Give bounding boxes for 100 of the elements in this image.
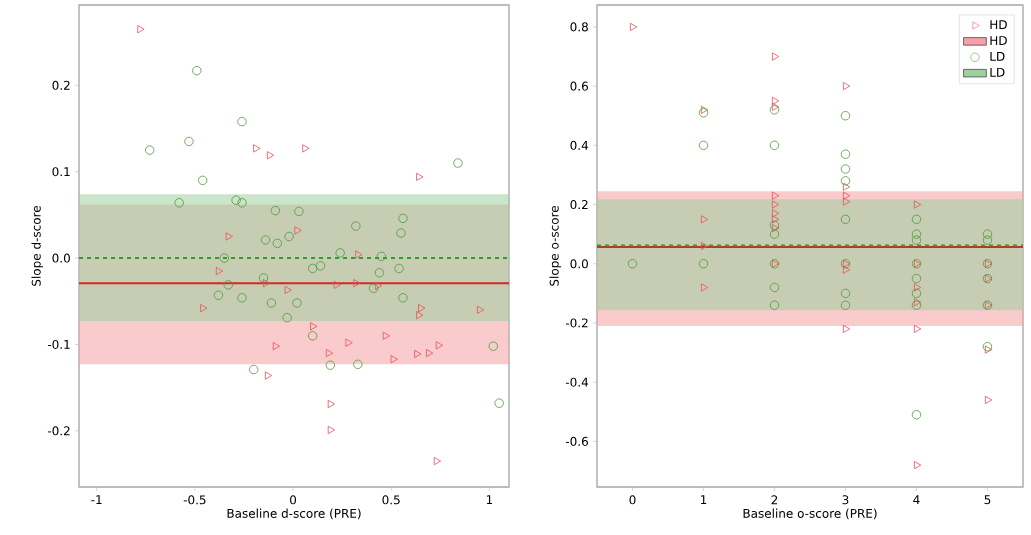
point — [137, 25, 145, 34]
point — [840, 214, 851, 225]
point — [335, 248, 345, 258]
point — [771, 200, 780, 209]
point — [433, 456, 442, 466]
point — [345, 338, 353, 347]
y-tick-label: -0.2 — [565, 318, 588, 328]
y-axis-title: Slope d-score — [31, 205, 44, 286]
point — [333, 280, 341, 289]
point — [842, 265, 851, 274]
point — [266, 151, 275, 160]
point — [249, 364, 259, 375]
point — [984, 395, 993, 405]
point — [700, 215, 709, 224]
point — [416, 311, 424, 320]
point — [310, 322, 318, 331]
point — [842, 82, 851, 91]
point — [477, 305, 485, 315]
point — [700, 283, 709, 292]
point — [769, 300, 780, 310]
point — [264, 371, 273, 380]
x-tick-label: 0 — [290, 495, 297, 505]
point — [414, 349, 422, 359]
point — [325, 349, 334, 358]
x-tick-label: 0.5 — [382, 495, 400, 505]
point — [771, 215, 780, 224]
point — [353, 279, 361, 288]
point — [913, 283, 922, 292]
y-tick-label: 0.2 — [52, 80, 70, 90]
y-tick-label: -0.4 — [565, 377, 589, 387]
x-tick-label: 1 — [486, 495, 493, 504]
point — [284, 231, 294, 242]
point — [842, 324, 851, 333]
point — [840, 164, 851, 174]
point — [253, 144, 261, 153]
point — [390, 355, 398, 364]
point — [223, 280, 233, 290]
point — [913, 324, 922, 333]
point — [435, 341, 443, 350]
point — [982, 229, 993, 239]
point — [982, 235, 993, 245]
point — [698, 259, 709, 269]
point — [215, 266, 224, 276]
point — [629, 22, 638, 32]
point — [351, 221, 361, 231]
point — [237, 293, 247, 303]
point — [398, 293, 408, 303]
point — [325, 360, 335, 370]
point — [494, 398, 504, 408]
point — [840, 149, 851, 159]
point — [840, 288, 851, 299]
point — [272, 238, 282, 249]
point — [769, 105, 780, 115]
point — [263, 279, 271, 288]
x-tick-label: 3 — [842, 495, 849, 505]
y-tick-label: 0.6 — [570, 81, 588, 91]
x-tick-label: 5 — [984, 495, 991, 505]
point — [771, 209, 780, 218]
point — [225, 232, 233, 241]
point — [842, 182, 851, 191]
point — [627, 259, 638, 269]
point — [771, 224, 780, 233]
y-tick-label: -0.2 — [47, 426, 70, 436]
point — [382, 331, 390, 340]
point — [769, 220, 780, 230]
x-axis-title: Baseline o-score (PRE) — [743, 508, 877, 520]
point — [982, 341, 993, 352]
point — [374, 268, 385, 278]
point — [284, 285, 292, 295]
point — [911, 214, 922, 225]
point — [282, 313, 292, 323]
point — [840, 176, 851, 186]
point — [145, 145, 155, 155]
legend-label: LD — [990, 67, 1005, 77]
point — [307, 263, 318, 274]
point — [198, 175, 208, 186]
y-tick-label: 0.1 — [52, 167, 70, 177]
point — [374, 281, 383, 290]
point — [315, 261, 326, 271]
point — [771, 52, 780, 61]
point — [368, 283, 379, 293]
y-tick-label: -0.6 — [565, 436, 588, 446]
point — [213, 290, 224, 300]
point — [698, 108, 709, 118]
legend-label: HD — [990, 20, 1007, 29]
point — [200, 304, 208, 313]
point — [911, 229, 922, 239]
point — [771, 191, 780, 200]
point — [453, 158, 463, 168]
point — [911, 288, 922, 299]
y-tick-label: 0.0 — [570, 259, 588, 269]
point — [394, 263, 404, 274]
point — [911, 235, 922, 245]
point — [327, 399, 335, 409]
legend-label: LD — [990, 52, 1005, 61]
point — [416, 172, 424, 181]
point — [231, 195, 241, 205]
point — [292, 298, 302, 308]
point — [771, 102, 780, 111]
point — [237, 198, 247, 208]
